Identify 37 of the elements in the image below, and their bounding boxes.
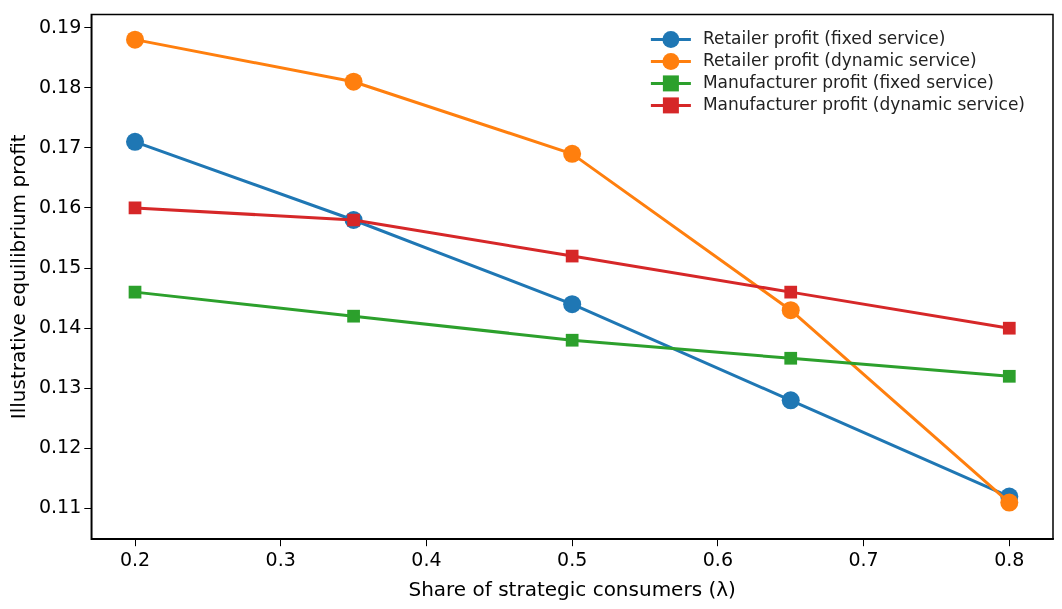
y-tick-label: 0.17: [38, 134, 82, 157]
y-tick-label: 0.19: [38, 14, 82, 37]
legend-label: Manufacturer profit (dynamic service): [702, 93, 1026, 114]
point: [781, 301, 800, 320]
point: [344, 72, 363, 91]
y-tick-label: 0.14: [38, 315, 82, 338]
point: [781, 391, 800, 410]
x-axis-title: Share of strategic consumers (λ): [408, 577, 736, 602]
point: [784, 285, 798, 299]
x-tick-label: 0.7: [848, 547, 879, 570]
point: [784, 351, 798, 365]
point: [563, 295, 582, 314]
x-tick-label: 0.4: [411, 547, 442, 570]
x-tick-label: 0.8: [994, 547, 1025, 570]
point: [565, 333, 579, 347]
point: [347, 309, 360, 323]
x-tick-label: 0.6: [702, 547, 733, 570]
point: [565, 249, 579, 263]
y-tick-label: 0.18: [38, 74, 82, 97]
point: [1000, 493, 1019, 512]
point: [1002, 369, 1016, 383]
y-tick-label: 0.12: [38, 435, 82, 458]
point: [563, 144, 582, 163]
legend-label: Manufacturer profit (fixed service): [702, 71, 994, 92]
y-tick-label: 0.11: [38, 495, 82, 518]
point: [126, 132, 145, 151]
point: [126, 30, 145, 49]
y-tick-label: 0.13: [38, 375, 82, 398]
x-tick-label: 0.3: [265, 547, 296, 570]
x-tick-label: 0.5: [557, 547, 588, 570]
y-tick-label: 0.16: [38, 194, 82, 217]
y-tick-label: 0.15: [38, 255, 82, 278]
legend-label: Retailer profit (fixed service): [702, 27, 946, 48]
point: [1002, 321, 1016, 335]
x-tick-label: 0.2: [119, 547, 151, 570]
legend-label: Retailer profit (dynamic service): [702, 49, 977, 70]
y-axis-title: Illustrative equilibrium profit: [6, 134, 31, 420]
